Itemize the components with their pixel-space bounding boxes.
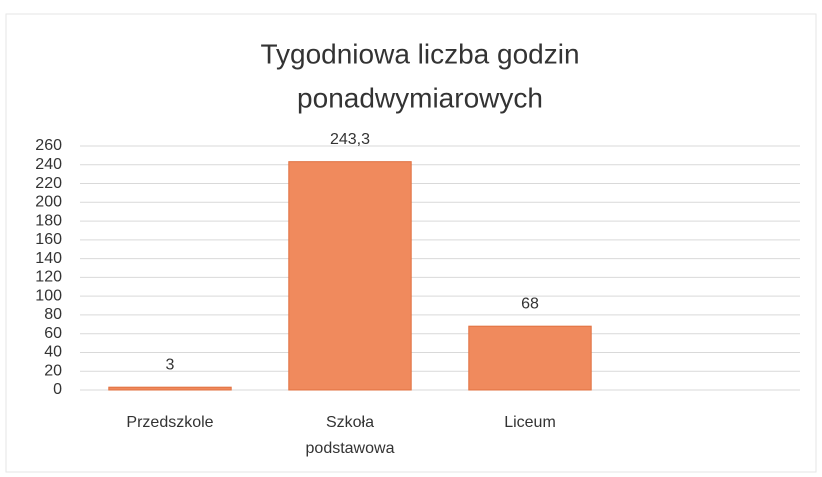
y-tick-label: 20 — [44, 362, 62, 379]
data-label: 68 — [521, 295, 539, 312]
y-tick-label: 60 — [44, 325, 62, 342]
data-label: 243,3 — [330, 131, 370, 148]
x-tick-label: Przedszkole — [126, 414, 213, 431]
bar — [108, 386, 232, 391]
data-label: 3 — [166, 356, 175, 373]
y-tick-label: 160 — [35, 231, 62, 248]
bar — [468, 325, 592, 391]
chart-title: ponadwymiarowych — [297, 82, 543, 113]
bar — [288, 161, 412, 391]
y-tick-label: 140 — [35, 250, 62, 267]
y-tick-label: 120 — [35, 269, 62, 286]
y-tick-label: 220 — [35, 175, 62, 192]
x-tick-label: Szkoła podstawowa — [306, 414, 395, 457]
y-tick-label: 200 — [35, 194, 62, 211]
y-tick-label: 180 — [35, 212, 62, 229]
y-tick-label: 40 — [44, 344, 62, 361]
chart-title: Tygodniowa liczba godzin — [260, 38, 579, 69]
y-tick-label: 80 — [44, 306, 62, 323]
y-tick-label: 260 — [35, 137, 62, 154]
y-tick-label: 100 — [35, 287, 62, 304]
x-tick-label: Liceum — [504, 414, 556, 431]
y-tick-label: 240 — [35, 156, 62, 173]
y-tick-label: 0 — [53, 381, 62, 398]
